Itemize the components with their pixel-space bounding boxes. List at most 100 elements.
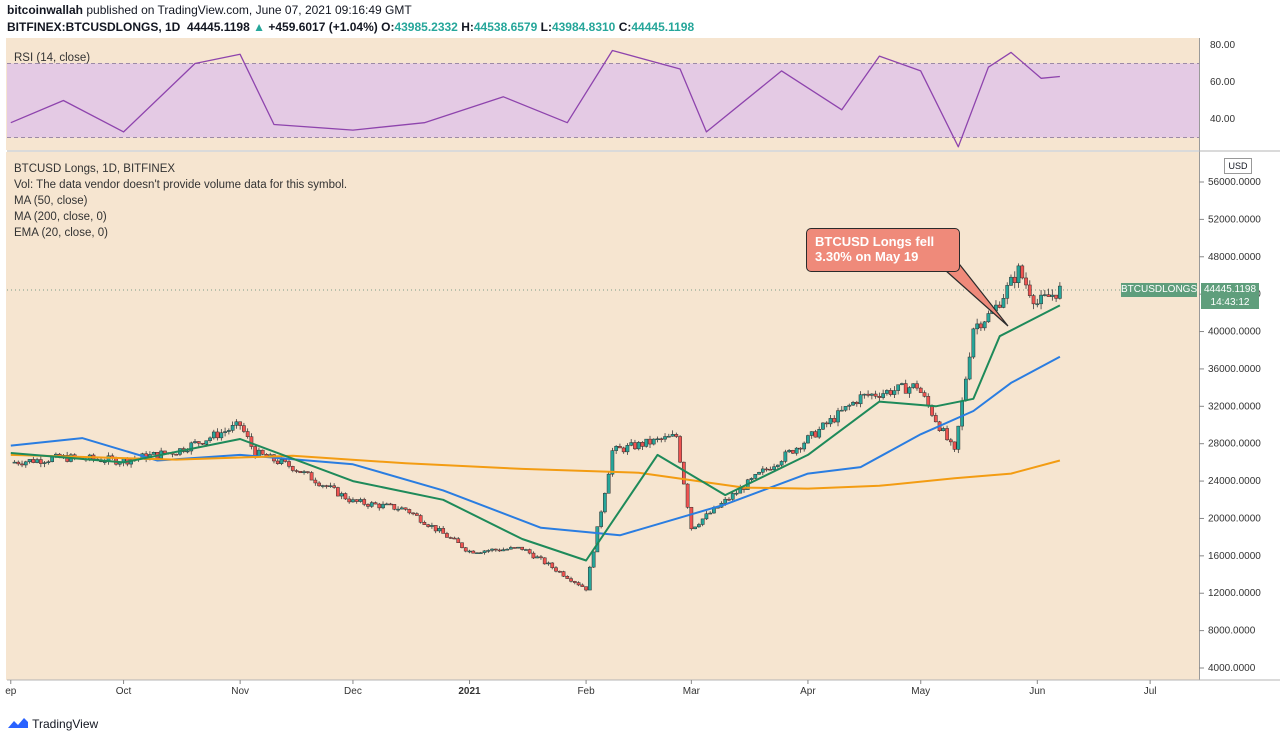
symbol-price-tag: BTCUSDLONGS: [1121, 283, 1198, 297]
candle-body: [362, 499, 367, 505]
candle-body: [445, 533, 449, 538]
candle-body: [975, 323, 979, 330]
candle-body: [482, 550, 487, 553]
candle-body: [290, 466, 295, 471]
candle-body: [196, 441, 201, 444]
candle-body: [1027, 284, 1032, 296]
price-panel[interactable]: [6, 152, 1199, 680]
candle-body: [730, 493, 735, 500]
candle-body: [922, 392, 927, 397]
candle-body: [644, 438, 649, 447]
candle-body: [881, 393, 885, 398]
candle-body: [760, 468, 765, 473]
candle-body: [475, 552, 479, 554]
candle-body: [1042, 294, 1047, 296]
last-price-tag: 44445.1198 14:43:12: [1201, 283, 1259, 309]
candle-body: [1031, 295, 1036, 305]
candle-body: [501, 549, 506, 552]
candle-body: [219, 432, 224, 439]
candle-body: [757, 472, 761, 475]
candle-body: [1005, 285, 1010, 299]
candle-body: [892, 390, 897, 395]
candle-body: [670, 434, 675, 437]
candle-body: [565, 575, 570, 579]
candle-body: [854, 401, 859, 405]
candle-body: [723, 498, 728, 504]
candle-body: [403, 507, 408, 510]
candle-body: [437, 528, 442, 532]
candle-body: [685, 483, 690, 508]
price-change: +459.6017 (+1.04%): [268, 20, 378, 34]
candle-body: [809, 431, 814, 436]
candle-body: [23, 461, 28, 466]
candle-body: [798, 447, 803, 450]
candle-body: [471, 550, 476, 554]
candle-body: [227, 430, 231, 432]
candle-body: [986, 313, 991, 323]
candle-body: [531, 552, 536, 559]
candle-body: [215, 431, 220, 439]
candle-body: [933, 415, 938, 423]
candle-body: [896, 384, 901, 391]
last-price: 44445.1198: [187, 20, 250, 34]
candle-body: [941, 428, 946, 432]
annotation-callout[interactable]: BTCUSD Longs fell 3.30% on May 19: [806, 228, 960, 272]
candle-body: [223, 431, 227, 433]
candle-body: [625, 445, 630, 453]
candle-body: [1024, 277, 1028, 286]
rsi-line: [10, 49, 1060, 148]
candle-body: [633, 442, 637, 450]
price-axis[interactable]: [1199, 38, 1280, 680]
candle-body: [960, 400, 964, 427]
candle-body: [554, 567, 558, 572]
candle-body: [38, 459, 43, 464]
candle-body: [648, 438, 652, 445]
y-tick-label: 52000.0000: [1208, 214, 1261, 225]
y-tick-label: 16000.0000: [1208, 551, 1261, 562]
candle-body: [204, 440, 209, 445]
candle-body: [979, 323, 983, 329]
candle-body: [952, 441, 957, 450]
candle-body: [373, 502, 378, 505]
candle-body: [324, 485, 329, 487]
x-tick-label: Jun: [1029, 686, 1045, 697]
candle-body: [862, 393, 867, 396]
candle-body: [1054, 294, 1058, 299]
candle-body: [843, 406, 848, 411]
candle-body: [347, 498, 352, 503]
candle-body: [915, 383, 919, 389]
candle-body: [1016, 265, 1021, 284]
brand-name: TradingView: [32, 717, 99, 731]
candle-body: [328, 485, 333, 487]
candle-body: [1012, 276, 1017, 284]
candle-body: [802, 442, 807, 450]
candle-body: [448, 537, 453, 539]
candle-body: [651, 438, 656, 445]
candle-body: [911, 383, 916, 388]
candle-body: [418, 515, 423, 523]
candle-body: [794, 447, 799, 454]
tradingview-footer[interactable]: TradingView: [7, 714, 98, 731]
x-tick-label: Oct: [116, 686, 132, 697]
candle-body: [234, 421, 239, 426]
candle-body: [456, 538, 461, 543]
candle-body: [321, 485, 325, 487]
candle-body: [336, 487, 340, 497]
currency-label[interactable]: USD: [1224, 158, 1252, 174]
candle-body: [885, 390, 889, 394]
y-tick-label: 40000.0000: [1208, 327, 1261, 338]
chart-title: BTCUSD Longs, 1D, BITFINEX: [14, 163, 176, 175]
candle-body: [16, 461, 21, 465]
candle-body: [806, 435, 810, 444]
candle-body: [369, 502, 374, 507]
candle-body: [918, 387, 923, 393]
high-value: 44538.6579: [473, 20, 538, 34]
candle-body: [817, 428, 822, 438]
tradingview-logo-icon: [8, 718, 28, 728]
x-tick-label: May: [911, 686, 930, 697]
candle-body: [561, 571, 566, 577]
candle-body: [486, 550, 491, 552]
candle-body: [542, 557, 547, 565]
candle-body: [557, 570, 562, 573]
